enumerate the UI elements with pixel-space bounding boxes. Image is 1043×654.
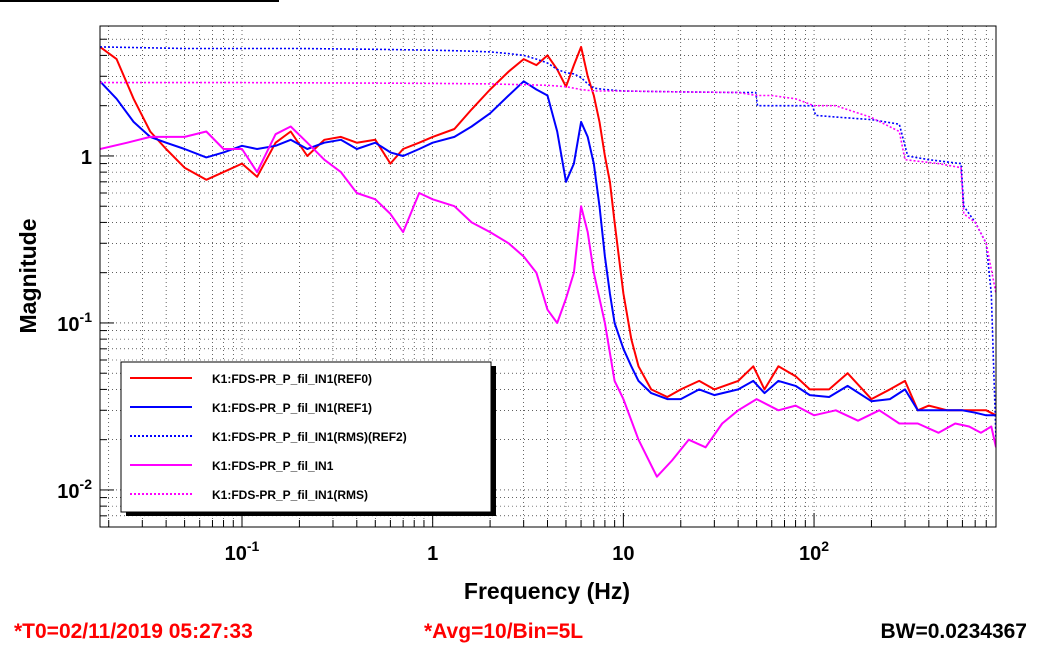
legend: K1:FDS-PR_P_fil_IN1(REF0) K1:FDS-PR_P_fil…	[120, 361, 496, 516]
series-line-4	[100, 81, 996, 294]
series-line-3	[100, 125, 996, 478]
bandwidth-label: BW=0.0234367	[880, 620, 1027, 643]
x-tick-label: 1	[427, 543, 438, 565]
series-line-1	[100, 80, 996, 417]
top-divider-line	[0, 0, 279, 2]
series-line-2	[100, 46, 996, 440]
start-time-label: *T0=02/11/2019 05:27:33	[14, 620, 253, 643]
x-tick-label: 10	[612, 543, 634, 565]
y-tick-label: 1	[81, 147, 92, 169]
magnitude-plot: 10-1 1 10 102 10-2 10-1 1 Frequency (Hz) Magni…	[15, 25, 997, 604]
legend-entry-label: K1:FDS-PR_P_fil_IN1(RMS)	[212, 488, 368, 502]
x-tick-label: 102	[799, 538, 829, 565]
legend-entry-label: K1:FDS-PR_P_fil_IN1(REF0)	[212, 372, 372, 386]
legend-entry-label: K1:FDS-PR_P_fil_IN1(REF1)	[212, 401, 372, 415]
x-axis-label: Frequency (Hz)	[464, 578, 630, 604]
y-tick-label: 10-1	[57, 309, 92, 336]
tick-labels: 10-1 1 10 102 10-2 10-1 1	[57, 147, 829, 565]
legend-entry-label: K1:FDS-PR_P_fil_IN1	[212, 459, 334, 473]
legend-entry-label: K1:FDS-PR_P_fil_IN1(RMS)(REF2)	[212, 430, 407, 444]
y-tick-label: 10-2	[57, 476, 92, 503]
x-tick-label: 10-1	[225, 538, 260, 565]
series-line-0	[100, 45, 996, 417]
series-layer	[100, 45, 996, 478]
grid-lines	[100, 25, 997, 528]
plot-frame	[99, 25, 997, 528]
averaging-label: *Avg=10/Bin=5L	[424, 620, 584, 643]
y-axis-label: Magnitude	[15, 219, 41, 334]
axis-ticks	[100, 25, 997, 528]
